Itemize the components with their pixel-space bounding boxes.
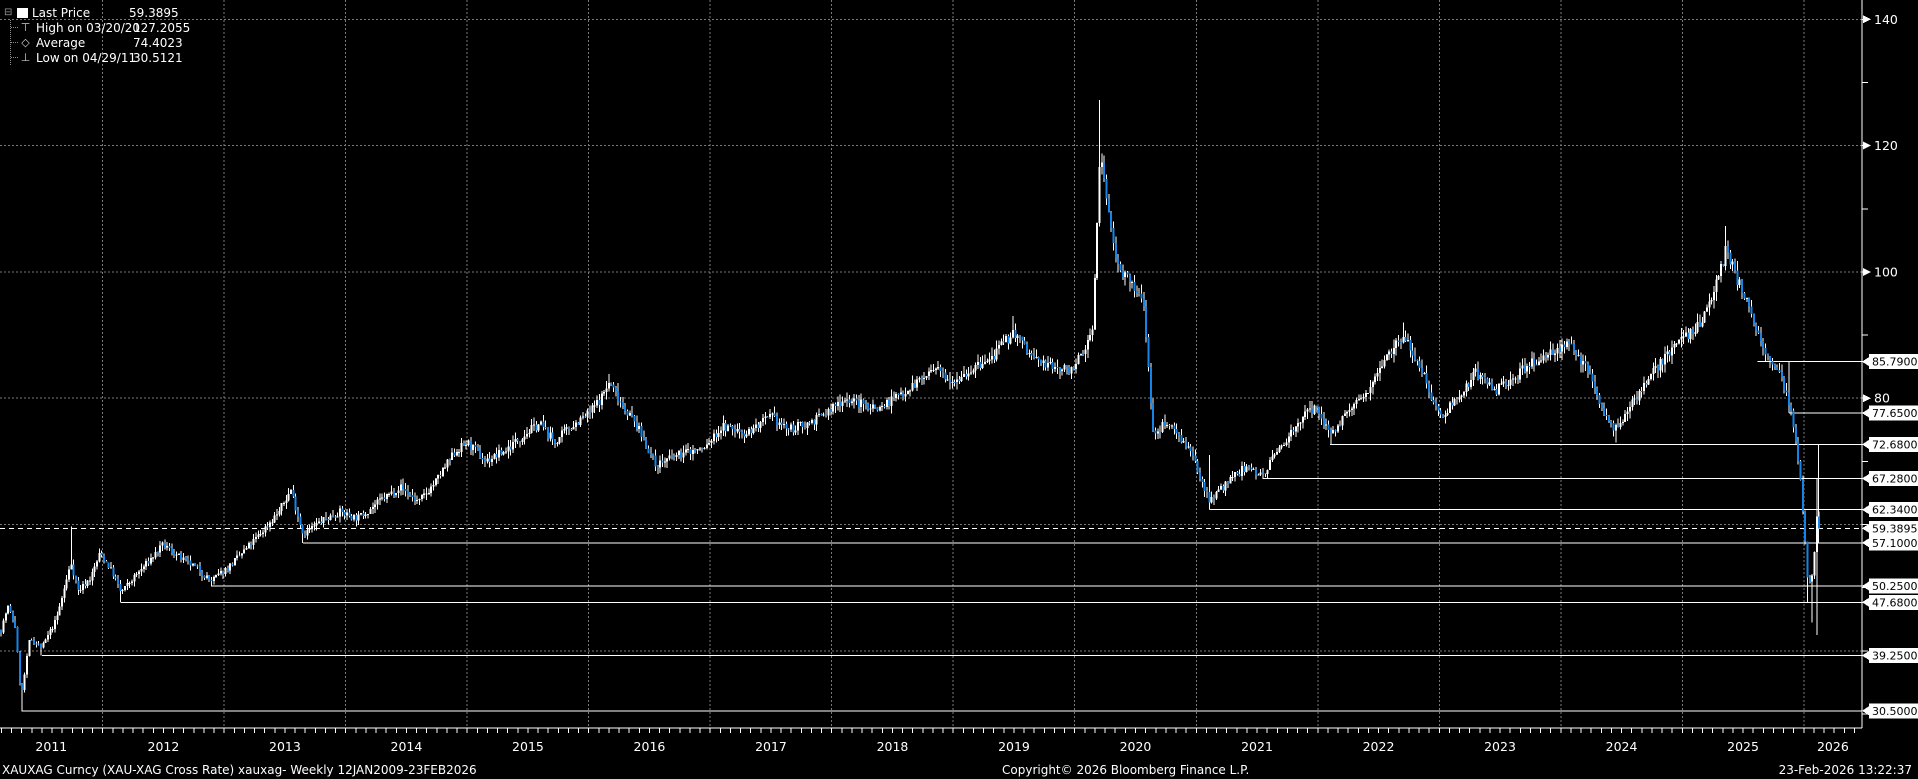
tree-stub [11, 42, 18, 43]
legend-row-last-price[interactable]: ⊟ Last Price 59.3895 [4, 5, 190, 20]
svg-text:2025: 2025 [1727, 739, 1759, 754]
security-legend: ⊟ Last Price 59.3895 ⊤ High on 03/20/20 … [4, 5, 190, 65]
svg-text:80: 80 [1874, 391, 1890, 406]
legend-row-low[interactable]: ⊥ Low on 04/29/11 30.5121 [11, 50, 190, 65]
svg-text:2011: 2011 [35, 739, 67, 754]
weekly-candles [0, 100, 1821, 711]
svg-text:2022: 2022 [1363, 739, 1395, 754]
legend-value-high: 127.2055 [133, 20, 191, 35]
tree-stub [11, 27, 18, 28]
svg-text:67.2800: 67.2800 [1872, 473, 1918, 486]
svg-text:85.7900: 85.7900 [1872, 356, 1918, 369]
high-marker-icon: ⊤ [20, 20, 31, 34]
year-labels: 2011 2012 2013 2014 2015 2016 2017 2018 2019 2020… [35, 739, 1848, 754]
svg-text:47.6800: 47.6800 [1872, 596, 1918, 609]
svg-text:2017: 2017 [755, 739, 787, 754]
svg-text:39.2500: 39.2500 [1872, 650, 1918, 663]
svg-text:2019: 2019 [998, 739, 1030, 754]
svg-text:2024: 2024 [1606, 739, 1638, 754]
svg-text:57.1000: 57.1000 [1872, 537, 1918, 550]
last-price-swatch-icon [17, 7, 28, 18]
svg-text:2014: 2014 [391, 739, 423, 754]
svg-text:2012: 2012 [148, 739, 180, 754]
svg-text:2018: 2018 [877, 739, 909, 754]
legend-tree: ⊤ High on 03/20/20 127.2055 ◇ Average 74… [10, 20, 190, 65]
legend-value-average: 74.4023 [133, 35, 183, 50]
copyright-text: Copyright© 2026 Bloomberg Finance L.P. [1002, 763, 1250, 777]
svg-text:2026: 2026 [1817, 739, 1849, 754]
axis-labels: 140 120 100 80 85.7900 77.6500 72.6800 67.2800 6… [1862, 12, 1918, 719]
svg-text:120: 120 [1874, 138, 1898, 153]
tree-stub [11, 57, 18, 58]
svg-text:72.6800: 72.6800 [1872, 438, 1918, 451]
svg-text:62.3400: 62.3400 [1872, 504, 1918, 517]
svg-text:50.2500: 50.2500 [1872, 580, 1918, 593]
axis-lines-and-ticks[interactable] [0, 0, 1868, 733]
svg-text:2013: 2013 [269, 739, 301, 754]
legend-row-high[interactable]: ⊤ High on 03/20/20 127.2055 [11, 20, 190, 35]
timestamp: 23-Feb-2026 13:22:37 [1778, 763, 1912, 777]
svg-text:2016: 2016 [634, 739, 666, 754]
status-bar: XAUXAG Curncy (XAU-XAG Cross Rate) xauxa… [0, 762, 1918, 779]
svg-text:140: 140 [1874, 12, 1898, 27]
chart-description: XAUXAG Curncy (XAU-XAG Cross Rate) xauxa… [2, 763, 477, 777]
legend-label-last-price: Last Price [32, 5, 91, 20]
legend-collapse-icon[interactable]: ⊟ [4, 6, 13, 18]
svg-text:100: 100 [1874, 264, 1898, 279]
support-level-lines [0, 361, 1862, 712]
chart-canvas[interactable]: 140 120 100 80 85.7900 77.6500 72.6800 67.2800 6… [0, 0, 1918, 762]
legend-value-low: 30.5121 [133, 50, 183, 65]
svg-text:2021: 2021 [1241, 739, 1273, 754]
legend-label-high: High on 03/20/20 [36, 20, 141, 35]
svg-text:59.3895: 59.3895 [1872, 522, 1918, 535]
legend-value-last-price: 59.3895 [129, 5, 179, 20]
legend-label-average: Average [36, 35, 86, 50]
svg-text:2020: 2020 [1120, 739, 1152, 754]
legend-row-average[interactable]: ◇ Average 74.4023 [11, 35, 190, 50]
svg-text:2023: 2023 [1484, 739, 1516, 754]
svg-text:77.6500: 77.6500 [1872, 407, 1918, 420]
average-marker-icon: ◇ [21, 35, 30, 49]
svg-text:30.5000: 30.5000 [1872, 705, 1918, 718]
low-marker-icon: ⊥ [20, 50, 31, 64]
gridlines [0, 0, 1862, 728]
svg-text:2015: 2015 [512, 739, 544, 754]
legend-label-low: Low on 04/29/11 [36, 50, 137, 65]
